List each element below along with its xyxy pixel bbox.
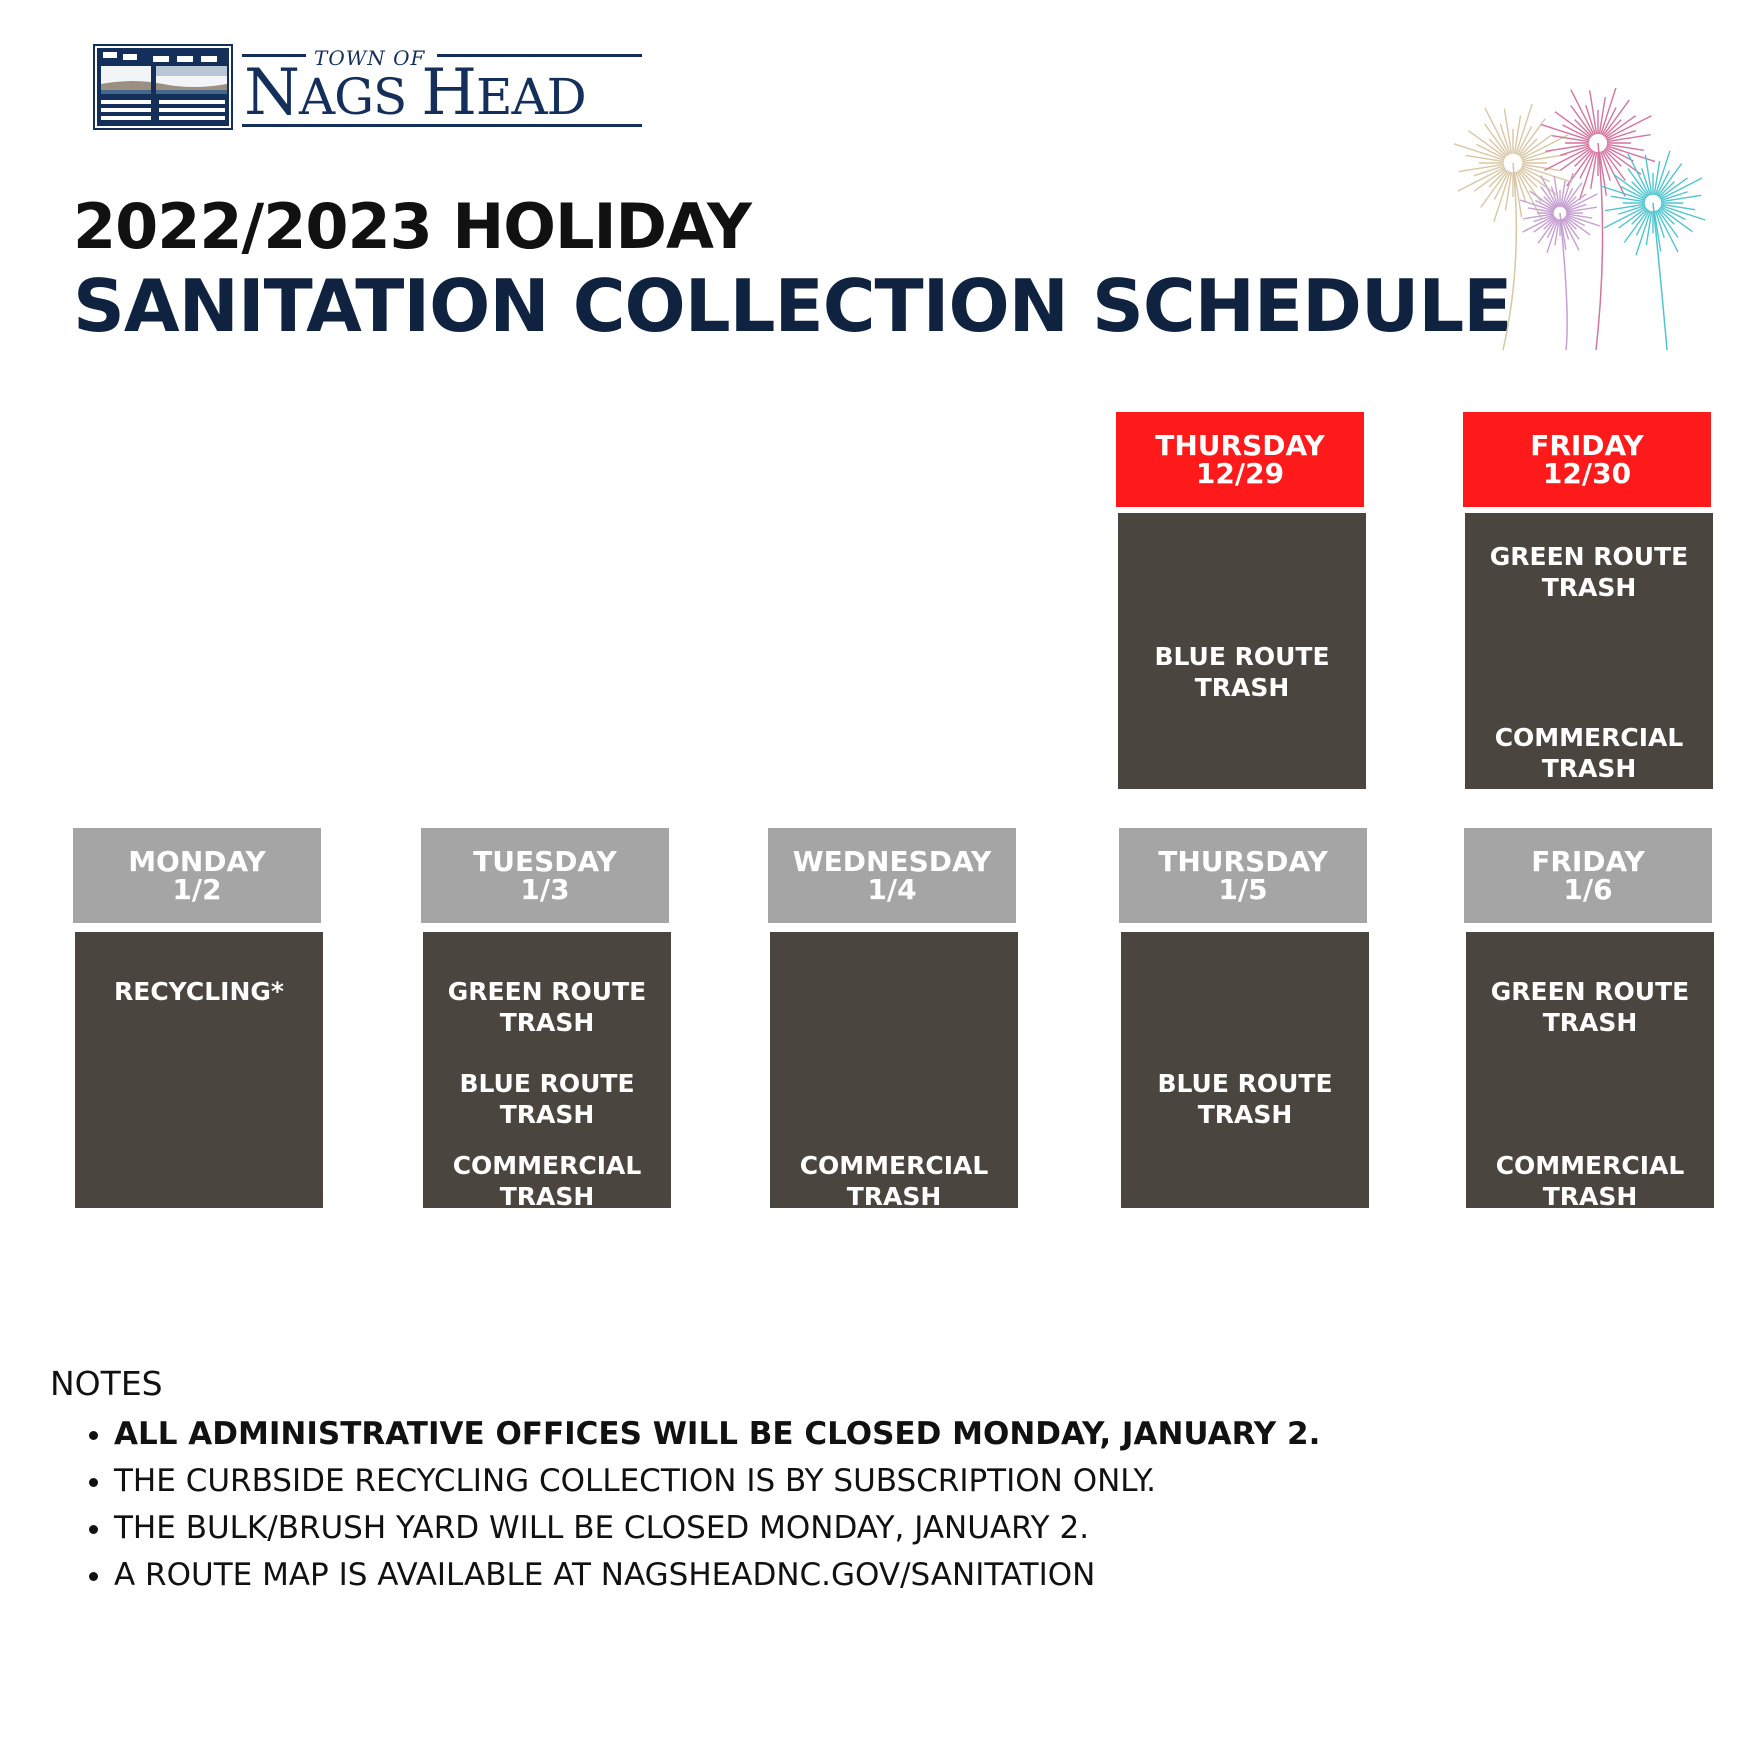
day-collection-cell: GREEN ROUTE TRASH COMMERCIAL TRASH <box>1465 513 1713 789</box>
collection-item: BLUE ROUTE TRASH <box>459 1069 635 1129</box>
title-line-2: SANITATION COLLECTION SCHEDULE <box>73 264 1512 348</box>
day-date: 12/29 <box>1195 456 1285 490</box>
day-collection-cell: GREEN ROUTE TRASH BLUE ROUTE TRASH COMMERC… <box>423 932 671 1211</box>
collection-item: COMMERCIAL TRASH <box>799 1151 989 1211</box>
firework-burst <box>1600 150 1706 351</box>
day-date: 1/3 <box>520 872 570 906</box>
day-header-friday: FRIDAY 12/30 <box>1463 412 1711 507</box>
day-date: 1/2 <box>172 872 222 906</box>
firework-burst <box>1540 88 1656 351</box>
day-name: TUESDAY <box>473 844 617 878</box>
note-item: THE CURBSIDE RECYCLING COLLECTION IS BY … <box>114 1458 1320 1505</box>
pier-logo-icon <box>93 44 233 130</box>
day-date: 12/30 <box>1542 456 1632 490</box>
collection-item: COMMERCIAL TRASH <box>1494 723 1684 783</box>
day-header-monday: MONDAY 1/2 <box>73 828 321 923</box>
collection-item: COMMERCIAL TRASH <box>452 1151 642 1211</box>
collection-item: GREEN ROUTE TRASH <box>1490 977 1690 1037</box>
day-collection-cell: RECYCLING* <box>75 932 323 1208</box>
day-date: 1/5 <box>1218 872 1268 906</box>
day-name: THURSDAY <box>1158 844 1328 878</box>
firework-burst <box>1453 103 1573 351</box>
collection-item: BLUE ROUTE TRASH <box>1154 642 1330 702</box>
day-collection-cell: GREEN ROUTE TRASH COMMERCIAL TRASH <box>1466 932 1714 1211</box>
collection-item: GREEN ROUTE TRASH <box>447 977 647 1037</box>
logo-wordmark: TOWN OF NAGS HEAD <box>242 44 642 130</box>
collection-item: COMMERCIAL TRASH <box>1495 1151 1685 1211</box>
collection-item: BLUE ROUTE TRASH <box>1157 1069 1333 1129</box>
note-item: THE BULK/BRUSH YARD WILL BE CLOSED MONDA… <box>114 1505 1320 1552</box>
day-header-thursday: THURSDAY 1/5 <box>1119 828 1367 923</box>
notes-section: NOTES ALL ADMINISTRATIVE OFFICES WILL BE… <box>50 1364 1320 1599</box>
day-name: THURSDAY <box>1155 428 1325 462</box>
note-item: A ROUTE MAP IS AVAILABLE AT NAGSHEADNC.G… <box>114 1552 1320 1599</box>
day-collection-cell: BLUE ROUTE TRASH <box>1118 513 1366 789</box>
firework-burst <box>1519 172 1601 351</box>
day-collection-cell: BLUE ROUTE TRASH <box>1121 932 1369 1208</box>
collection-item: RECYCLING* <box>114 977 284 1006</box>
day-header-thursday: THURSDAY 12/29 <box>1116 412 1364 507</box>
day-name: WEDNESDAY <box>792 844 992 878</box>
day-name: MONDAY <box>128 844 266 878</box>
collection-item: GREEN ROUTE TRASH <box>1489 542 1689 602</box>
notes-heading: NOTES <box>50 1364 163 1403</box>
day-collection-cell: COMMERCIAL TRASH <box>770 932 1018 1211</box>
title-line-1: 2022/2023 HOLIDAY <box>73 190 752 263</box>
note-item: ALL ADMINISTRATIVE OFFICES WILL BE CLOSE… <box>114 1411 1320 1458</box>
notes-list: ALL ADMINISTRATIVE OFFICES WILL BE CLOSE… <box>50 1411 1320 1599</box>
day-name: FRIDAY <box>1530 428 1644 462</box>
fireworks-icon <box>1453 88 1706 351</box>
day-header-wednesday: WEDNESDAY 1/4 <box>768 828 1016 923</box>
day-header-friday: FRIDAY 1/6 <box>1464 828 1712 923</box>
day-name: FRIDAY <box>1531 844 1645 878</box>
day-date: 1/6 <box>1563 872 1613 906</box>
day-date: 1/4 <box>867 872 917 906</box>
day-header-tuesday: TUESDAY 1/3 <box>421 828 669 923</box>
